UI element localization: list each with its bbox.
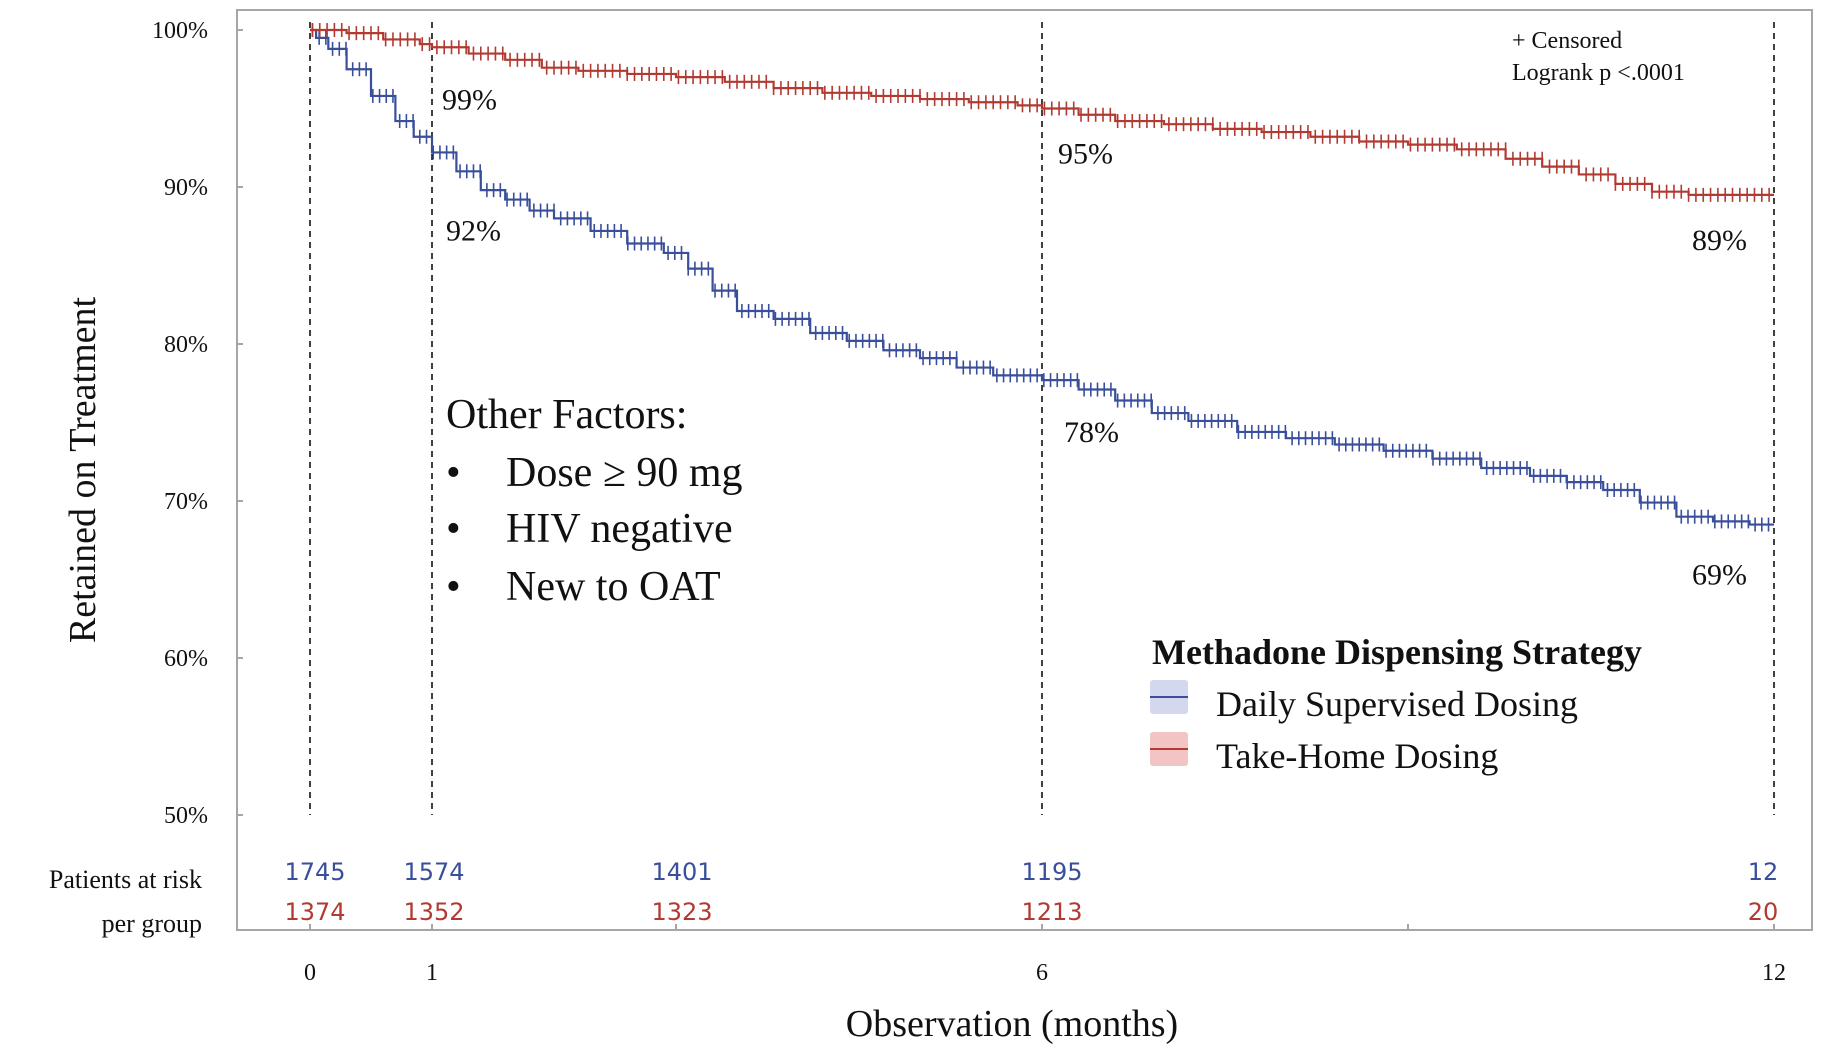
legend: Methadone Dispensing Strategy Daily Supe… [1150, 632, 1642, 776]
tick-labels: 100% 90% 80% 70% 60% 50% 0 1 6 12 [152, 18, 1786, 986]
y-tick-label: 60% [164, 646, 208, 672]
value-label-daily: 78% [1064, 416, 1119, 449]
at-risk-takehome: 1323 [651, 898, 712, 926]
at-risk-label-line2: per group [102, 909, 202, 938]
x-tick-label: 12 [1762, 960, 1786, 986]
at-risk-label-line1: Patients at risk [49, 865, 202, 894]
legend-label-daily: Daily Supervised Dosing [1216, 684, 1578, 724]
y-axis-title: Retained on Treatment [62, 296, 104, 643]
factor-bullet: • [446, 450, 461, 496]
y-tick-label: 90% [164, 175, 208, 201]
reference-lines [309, 22, 1775, 815]
at-risk-daily: 1574 [403, 858, 464, 886]
y-tick-label: 80% [164, 332, 208, 358]
value-label-daily: 69% [1692, 559, 1747, 592]
at-risk-takehome: 1213 [1021, 898, 1082, 926]
legend-label-takehome: Take-Home Dosing [1216, 736, 1498, 776]
y-tick-label: 50% [164, 803, 208, 829]
factors-heading: Other Factors: [446, 392, 687, 438]
at-risk-daily: 1401 [651, 858, 712, 886]
factor-bullet: • [446, 564, 461, 610]
x-tick-label: 6 [1036, 960, 1048, 986]
value-label-takehome: 99% [442, 83, 497, 116]
at-risk-takehome: 1374 [284, 898, 345, 926]
plot-frame [236, 9, 1813, 931]
value-label-takehome: 89% [1692, 224, 1747, 257]
at-risk-daily: 1195 [1021, 858, 1082, 886]
value-label-takehome: 95% [1058, 138, 1113, 171]
at-risk-table: 1745 1574 1401 1195 12 1374 1352 1323 1213 20 [284, 858, 1778, 926]
y-tick-label: 100% [152, 18, 208, 44]
other-factors-box: Other Factors: • Dose ≥ 90 mg • HIV nega… [446, 392, 743, 610]
x-axis-title: Observation (months) [846, 1003, 1178, 1045]
series-layer [310, 23, 1774, 532]
factor-bullet: • [446, 506, 461, 552]
logrank-note: Logrank p <.0001 [1512, 60, 1685, 86]
series-take-home [310, 23, 1774, 202]
at-risk-takehome: 1352 [403, 898, 464, 926]
curve-take-home [310, 28, 1774, 196]
y-tick-label: 70% [164, 489, 208, 515]
legend-title: Methadone Dispensing Strategy [1152, 632, 1642, 672]
chart-frame [236, 9, 1813, 931]
at-risk-takehome: 20 [1748, 898, 1779, 926]
at-risk-daily: 12 [1748, 858, 1779, 886]
factor-item-dose: Dose ≥ 90 mg [506, 450, 743, 496]
censored-note: + Censored [1512, 28, 1622, 54]
at-risk-daily: 1745 [284, 858, 345, 886]
factor-item-oat: New to OAT [506, 564, 721, 610]
factor-item-hiv: HIV negative [506, 506, 733, 552]
x-tick-label: 0 [304, 960, 316, 986]
value-labels: 99% 95% 89% 92% 78% 69% [442, 83, 1747, 591]
value-label-daily: 92% [446, 214, 501, 247]
x-tick-label: 1 [426, 960, 438, 986]
series-daily-supervised [310, 23, 1774, 532]
